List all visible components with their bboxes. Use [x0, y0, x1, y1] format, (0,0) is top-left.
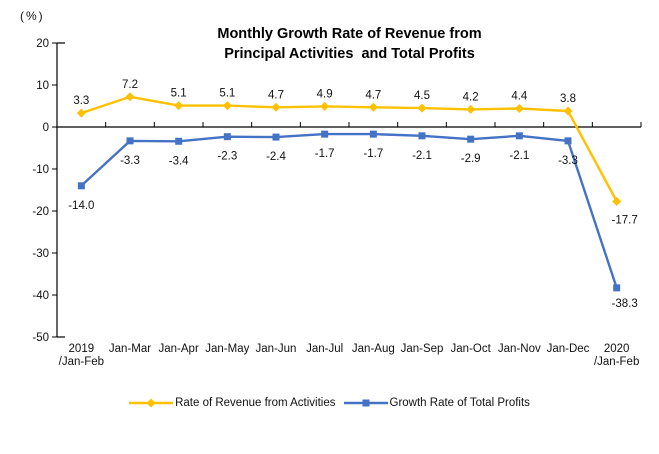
data-point-square: [321, 130, 329, 138]
y-axis-tick-label: -10: [32, 164, 49, 176]
data-point-diamond: [417, 103, 427, 113]
chart-title-line1: Monthly Growth Rate of Revenue from: [217, 26, 482, 42]
data-label: 7.2: [122, 79, 138, 91]
data-label: -14.0: [68, 200, 94, 212]
data-label: 3.8: [560, 93, 576, 105]
legend-label: Rate of Revenue from Activities: [175, 397, 336, 409]
data-point-diamond: [563, 106, 573, 116]
x-axis-label: Jan-May: [205, 343, 249, 355]
x-axis-label: Jan-Aug: [352, 343, 395, 355]
data-label: 3.3: [73, 95, 89, 107]
data-label: 5.1: [219, 88, 235, 100]
x-axis-label: Jan-Apr: [159, 343, 199, 355]
data-point-square: [175, 137, 183, 145]
x-axis-label: Jan-Mar: [109, 343, 151, 355]
data-point-diamond: [320, 101, 330, 111]
data-label: -2.1: [412, 150, 432, 162]
data-point-square: [564, 137, 572, 145]
x-axis-label: 2019/Jan-Feb: [59, 343, 104, 368]
data-label: -2.4: [266, 151, 286, 163]
x-axis-label: Jan-Jun: [256, 343, 297, 355]
y-axis-tick-label: -50: [32, 332, 49, 344]
y-axis-tick-label: 20: [36, 38, 49, 50]
data-point-diamond: [514, 104, 524, 114]
data-label: -38.3: [612, 298, 638, 310]
data-point-square: [418, 132, 426, 140]
x-axis-label: Jan-Sep: [401, 343, 444, 355]
legend-label: Growth Rate of Total Profits: [389, 397, 530, 409]
data-point-diamond: [222, 101, 232, 111]
data-point-square: [126, 137, 134, 145]
data-label: -3.4: [169, 155, 189, 167]
y-axis-tick-label: -30: [32, 248, 49, 260]
legend-diamond: [146, 398, 156, 408]
y-axis-unit-label: (%): [20, 9, 45, 23]
y-axis-tick-label: 0: [43, 122, 49, 134]
data-label: 4.7: [365, 89, 381, 101]
y-axis-tick-label: -40: [32, 290, 49, 302]
data-point-square: [467, 135, 475, 143]
data-point-square: [223, 133, 231, 141]
data-point-diamond: [76, 108, 86, 118]
data-point-diamond: [174, 101, 184, 111]
series-line-1: [80, 132, 618, 289]
legend-item-1: Growth Rate of Total Profits: [343, 397, 530, 409]
data-label: 4.7: [268, 89, 284, 101]
data-point-diamond: [125, 92, 135, 102]
legend-diamond-marker-icon: [129, 398, 174, 408]
x-axis-label: Jan-Jul: [306, 343, 343, 355]
data-label: 4.2: [463, 91, 479, 103]
data-label: -2.9: [461, 153, 481, 165]
data-point-diamond: [466, 104, 476, 114]
chart-title: Monthly Growth Rate of Revenue from Prin…: [40, 24, 659, 64]
data-label: 4.9: [317, 88, 333, 100]
data-point-diamond: [368, 102, 378, 112]
data-point-square: [613, 284, 621, 292]
legend-item-0: Rate of Revenue from Activities: [129, 397, 336, 409]
y-axis-tick-label: -20: [32, 206, 49, 218]
data-label: -3.3: [558, 155, 578, 167]
data-label: -1.7: [315, 148, 335, 160]
legend: Rate of Revenue from Activities Growth Ra…: [0, 397, 659, 409]
data-label: -2.1: [509, 150, 529, 162]
series-line-0: [80, 95, 618, 202]
data-point-square: [369, 130, 377, 138]
data-point-diamond: [612, 196, 622, 206]
legend-square-marker-icon: [343, 399, 388, 407]
x-axis-label: 2020/Jan-Feb: [594, 343, 639, 368]
data-label: 4.5: [414, 90, 430, 102]
data-point-diamond: [271, 102, 281, 112]
data-label: -3.3: [120, 155, 140, 167]
data-label: -1.7: [363, 148, 383, 160]
y-axis-tick-label: 10: [36, 80, 49, 92]
data-label: 5.1: [171, 88, 187, 100]
chart-title-line2: Principal Activities and Total Profits: [224, 46, 475, 62]
legend-square: [362, 399, 370, 407]
x-axis-label: Jan-Dec: [547, 343, 590, 355]
data-label: -2.3: [217, 151, 237, 163]
x-axis-label: Jan-Nov: [498, 343, 541, 355]
data-point-square: [515, 132, 523, 140]
data-point-square: [272, 133, 280, 141]
data-label: 4.4: [511, 91, 528, 103]
data-point-square: [77, 182, 85, 190]
x-axis-label: Jan-Oct: [451, 343, 492, 355]
data-label: -17.7: [612, 214, 638, 226]
